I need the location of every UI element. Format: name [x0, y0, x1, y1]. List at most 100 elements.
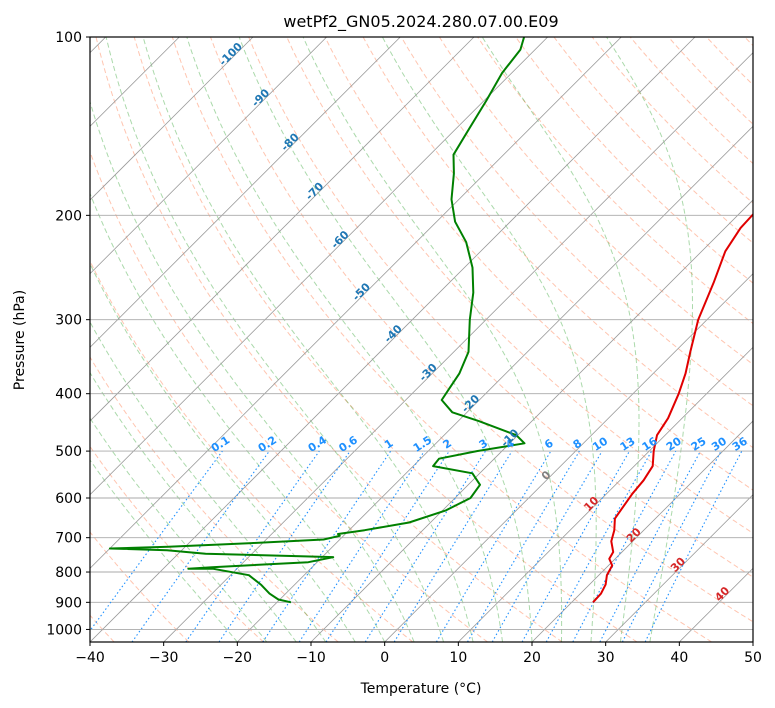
label-layer: 0.1 0.2 0.4 0.6 1 1.5 2 3 4 6 8 10 13 16 20 25 30 36-100-…	[209, 40, 750, 604]
mixing-ratio-line	[90, 450, 223, 632]
dewpoint-profile	[108, 37, 526, 604]
series-layer	[108, 37, 753, 604]
dry-adiabat	[248, 37, 753, 578]
y-tick-label: 500	[55, 444, 82, 460]
dry-adiabat	[90, 259, 414, 642]
x-tick-label: 10	[449, 650, 467, 666]
y-tick-label: 300	[55, 313, 82, 329]
mixing-ratio-line	[599, 450, 701, 642]
isotherm-line	[163, 52, 753, 642]
moist-adiabat	[90, 321, 327, 642]
moist-adiabat	[90, 262, 356, 642]
isotherm-label: 20	[624, 525, 644, 545]
isotherm-label: -60	[328, 228, 351, 251]
isotherm-line	[384, 273, 753, 642]
mixing-ratio-label: 0.1	[209, 433, 232, 455]
isotherm-label: -20	[459, 392, 482, 415]
y-tick-label: 400	[55, 387, 82, 403]
isotherm-label: 40	[712, 584, 732, 604]
isotherm-line	[90, 37, 622, 569]
isotherm-line	[237, 125, 753, 642]
mixing-ratio-label: 2	[441, 437, 455, 452]
x-tick-label: 30	[597, 650, 615, 666]
isotherm-line	[310, 199, 753, 642]
tick-layer: −40 −30 −20 −10 0 10 20 30 40 50 1000 900 800 700 600 5…	[46, 30, 762, 666]
x-axis-label: Temperature (°C)	[360, 681, 482, 697]
moist-adiabat	[481, 37, 640, 642]
mixing-ratio-label: 0.4	[306, 433, 330, 455]
dry-adiabat	[705, 37, 753, 86]
mixing-ratio-line	[218, 450, 351, 642]
mixing-ratio-line	[467, 450, 580, 642]
x-tick-label: −20	[223, 650, 253, 666]
mixing-ratio-label: 6	[542, 436, 556, 451]
moist-adiabat	[90, 417, 268, 642]
y-tick-label: 100	[55, 30, 82, 46]
mixing-ratio-line	[185, 450, 320, 642]
mixing-ratio-line	[572, 450, 677, 642]
isotherm-line	[90, 37, 254, 201]
chart-title: wetPf2_GN05.2024.280.07.00.E09	[283, 12, 558, 32]
x-tick-label: −30	[149, 650, 179, 666]
y-tick-label: 600	[55, 491, 82, 507]
y-tick-label: 900	[55, 595, 82, 611]
dry-adiabat	[667, 37, 753, 125]
x-tick-label: −10	[296, 650, 326, 666]
temperature-profile	[592, 212, 753, 603]
moist-adiabat	[90, 99, 415, 642]
mixing-ratio-label: 1	[382, 437, 396, 452]
dry-adiabat	[90, 531, 190, 642]
mixing-ratio-line	[325, 450, 450, 642]
mixing-ratio-line	[298, 450, 425, 642]
dry-adiabat	[477, 37, 753, 325]
isotherm-line	[90, 37, 548, 496]
x-tick-label: 40	[670, 650, 688, 666]
isotherm-line	[90, 37, 401, 348]
y-axis-label: Pressure (hPa)	[12, 290, 28, 390]
moist-adiabat	[186, 37, 503, 642]
moist-adiabat	[238, 37, 533, 642]
mixing-ratio-label: 0.2	[256, 433, 279, 455]
x-tick-label: 50	[744, 650, 762, 666]
isotherm-label: -50	[350, 280, 373, 303]
moist-adiabat	[105, 37, 445, 642]
mixing-ratio-line	[644, 450, 743, 642]
moist-adiabat	[90, 459, 238, 642]
dry-adiabat	[171, 37, 712, 642]
isotherm-line	[605, 494, 753, 642]
isotherm-label: -30	[417, 361, 440, 384]
isotherm-label: 10	[581, 494, 601, 514]
mixing-ratio-line	[131, 450, 270, 642]
isotherm-label: -90	[249, 86, 272, 109]
isotherm-label: -40	[382, 322, 405, 345]
mixing-ratio-line	[393, 450, 513, 642]
grid-layer	[90, 37, 753, 642]
isotherm-label: -100	[216, 40, 245, 69]
isotherm-line	[458, 346, 753, 642]
x-tick-label: 20	[523, 650, 541, 666]
isotherm-line	[90, 37, 327, 275]
moist-adiabat	[381, 37, 597, 642]
mixing-ratio-line	[521, 450, 630, 642]
dry-adiabat	[286, 37, 753, 534]
moist-adiabat	[606, 37, 693, 642]
moist-adiabat	[142, 37, 474, 642]
moist-adiabat	[90, 192, 386, 642]
isotherm-line	[752, 641, 753, 642]
isotherm-line	[90, 37, 696, 642]
mixing-ratio-label: 0.6	[336, 433, 360, 455]
moist-adiabat	[302, 37, 563, 642]
y-tick-label: 800	[55, 565, 82, 581]
x-tick-label: −40	[75, 650, 105, 666]
dry-adiabat	[591, 37, 753, 204]
dry-adiabat	[515, 37, 753, 284]
isotherm-label: -80	[279, 130, 302, 153]
y-tick-label: 700	[55, 531, 82, 547]
mixing-ratio-line	[545, 450, 653, 642]
mixing-ratio-line	[262, 450, 392, 642]
isotherm-line	[90, 37, 475, 422]
plot-frame	[89, 36, 754, 643]
dry-adiabat	[133, 37, 638, 642]
y-tick-label: 200	[55, 208, 82, 224]
